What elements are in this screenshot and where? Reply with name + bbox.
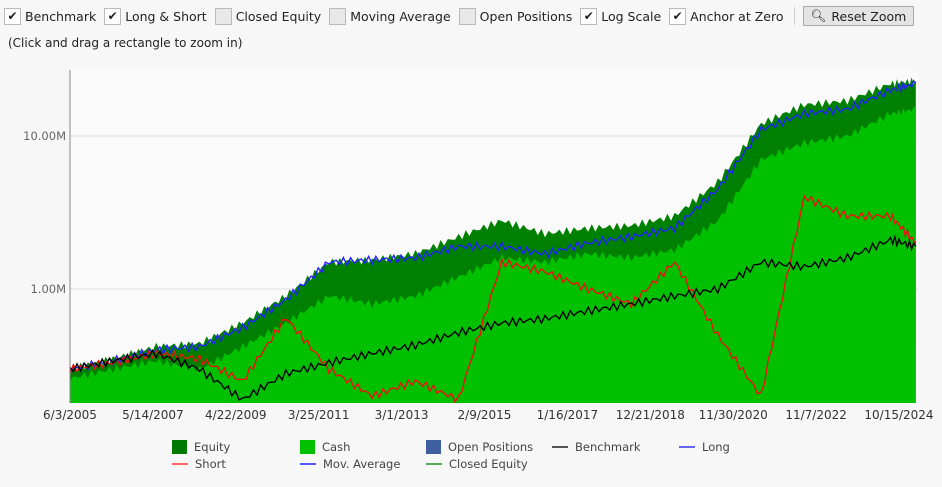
checkbox-label: Moving Average — [350, 8, 451, 24]
checkbox-box[interactable] — [214, 7, 232, 25]
legend-swatch — [552, 446, 568, 448]
x-tick-label: 4/22/2009 — [205, 408, 267, 422]
checkbox-box[interactable]: ✔ — [104, 7, 122, 25]
checkbox-label: Log Scale — [601, 8, 662, 24]
checkbox-label: Anchor at Zero — [690, 8, 784, 24]
checkbox-box[interactable]: ✔ — [4, 7, 21, 25]
checkbox-benchmark[interactable]: ✔ Benchmark — [4, 7, 97, 25]
y-tick-label: 1.00M — [30, 282, 66, 296]
x-tick-label: 11/30/2020 — [699, 408, 768, 422]
checkbox-closed-equity[interactable]: Closed Equity — [214, 7, 322, 25]
zoom-out-icon: 🔍︎ — [810, 8, 827, 23]
x-tick-label: 6/3/2005 — [43, 408, 97, 422]
toolbar: ✔ Benchmark ✔ Long & Short Closed Equity Movi… — [4, 5, 915, 27]
legend-item-long[interactable]: Long — [679, 440, 730, 454]
series-benchmark-line — [69, 234, 917, 401]
checkbox-box[interactable] — [329, 7, 347, 25]
legend-item-equity[interactable]: Equity — [172, 440, 230, 454]
x-tick-label: 2/9/2015 — [458, 408, 512, 422]
checkbox-box[interactable] — [458, 7, 476, 25]
legend-item-benchmark[interactable]: Benchmark — [552, 440, 641, 454]
divider — [793, 7, 795, 25]
reset-zoom-button[interactable]: 🔍︎ Reset Zoom — [802, 6, 915, 26]
checkbox-moving-average[interactable]: Moving Average — [329, 7, 451, 25]
legend-swatch — [172, 440, 187, 454]
x-tick-label: 1/16/2017 — [537, 408, 599, 422]
series-short-line — [69, 194, 917, 404]
legend-swatch — [679, 446, 695, 448]
equity-chart[interactable]: 1.00M 10.00M 6/3/2005 5/14/2007 4/22/2009 3/2… — [0, 0, 942, 430]
checkbox-anchor-at-zero[interactable]: ✔ Anchor at Zero — [669, 7, 784, 25]
x-tick-label: 3/1/2013 — [375, 408, 429, 422]
checkbox-open-positions[interactable]: Open Positions — [458, 7, 573, 25]
series-cash-area — [69, 106, 916, 403]
x-tick-label: 10/15/2024 — [864, 408, 933, 422]
legend-item-closed-equity[interactable]: Closed Equity — [426, 457, 528, 471]
checkbox-label: Open Positions — [479, 8, 573, 24]
legend-swatch — [172, 463, 188, 465]
legend-item-mov-average[interactable]: Mov. Average — [300, 457, 400, 471]
checkbox-box[interactable]: ✔ — [580, 7, 598, 25]
legend-item-cash[interactable]: Cash — [300, 440, 350, 454]
legend-swatch — [426, 463, 442, 465]
legend-swatch — [426, 440, 441, 454]
zoom-hint: (Click and drag a rectangle to zoom in) — [8, 36, 243, 50]
legend-swatch — [300, 463, 316, 465]
checkbox-long-short[interactable]: ✔ Long & Short — [104, 7, 207, 25]
y-tick-label: 10.00M — [23, 129, 66, 143]
x-tick-label: 3/25/2011 — [288, 408, 350, 422]
legend-swatch — [300, 440, 315, 454]
checkbox-label: Long & Short — [125, 8, 207, 24]
series-long-line — [69, 79, 917, 373]
x-tick-label: 11/7/2022 — [785, 408, 847, 422]
checkbox-log-scale[interactable]: ✔ Log Scale — [580, 7, 662, 25]
x-tick-label: 12/21/2018 — [616, 408, 685, 422]
checkbox-label: Closed Equity — [235, 8, 322, 24]
legend-item-open-positions[interactable]: Open Positions — [426, 440, 533, 454]
legend-item-short[interactable]: Short — [172, 457, 226, 471]
x-tick-label: 5/14/2007 — [122, 408, 184, 422]
checkbox-label: Benchmark — [25, 8, 97, 24]
checkbox-box[interactable]: ✔ — [669, 7, 687, 25]
